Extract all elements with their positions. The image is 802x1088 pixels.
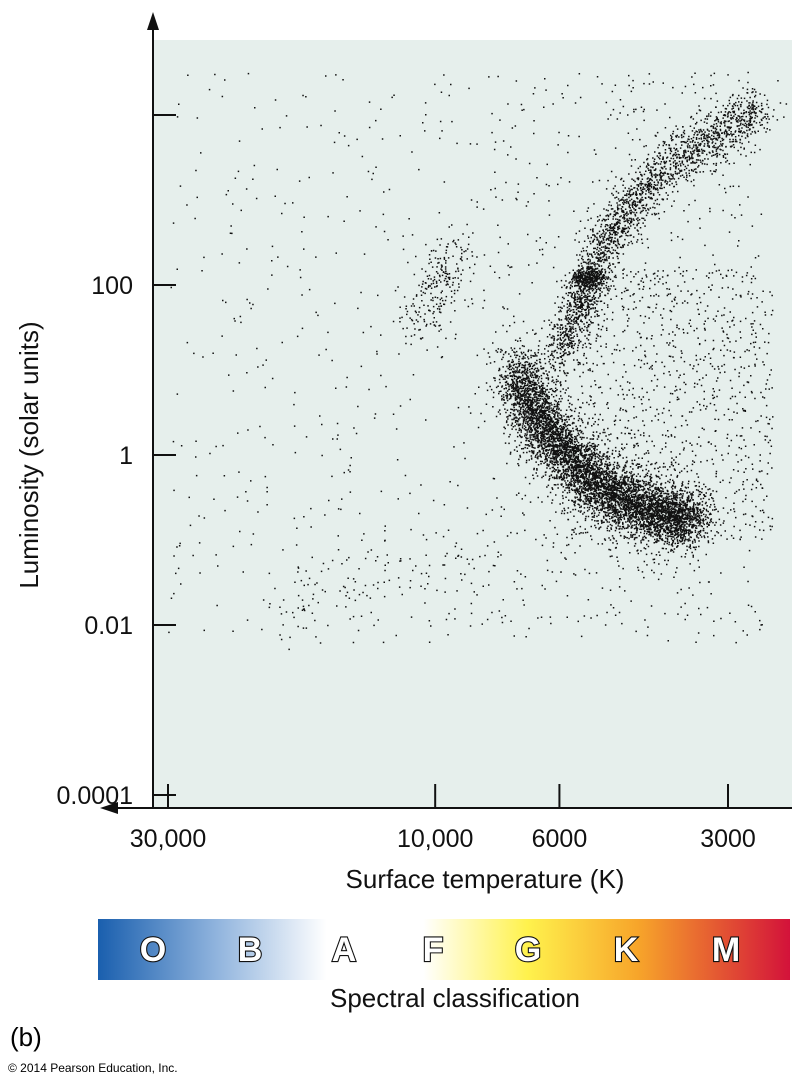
x-axis-title: Surface temperature (K)	[346, 864, 625, 894]
spectral-class-f: F	[423, 931, 444, 969]
y-tick-label: 0.01	[84, 612, 133, 640]
spectral-class-k: K	[614, 931, 639, 969]
spectral-class-b: B	[238, 931, 263, 969]
spectral-class-g: G	[515, 931, 541, 969]
x-tick-label: 3000	[700, 825, 756, 853]
y-tick-label: 100	[91, 272, 133, 300]
copyright-notice: © 2014 Pearson Education, Inc.	[8, 1061, 178, 1075]
star-point-cloud	[168, 71, 788, 651]
x-tick-label: 6000	[532, 825, 588, 853]
x-tick-label: 10,000	[397, 825, 473, 853]
x-tick-label: 30,000	[130, 825, 206, 853]
spectral-gradient-bar	[98, 919, 790, 980]
plot-area	[153, 40, 792, 808]
panel-label: (b)	[10, 1022, 42, 1052]
star-points	[168, 71, 788, 651]
spectral-class-a: A	[332, 931, 357, 969]
spectral-class-m: M	[712, 931, 740, 969]
y-tick-label: 1	[119, 442, 133, 470]
ticks: 30,000 10,000 6000 3000 0.0001 0.01 1 100	[57, 114, 756, 853]
axes	[100, 12, 792, 814]
spectral-class-o: O	[140, 931, 166, 969]
spectral-bar-title: Spectral classification	[330, 983, 580, 1013]
y-axis-arrow	[147, 12, 159, 30]
x-axis-arrow	[100, 802, 118, 814]
y-tick-label: 0.0001	[57, 782, 133, 810]
y-axis-title: Luminosity (solar units)	[14, 321, 44, 588]
